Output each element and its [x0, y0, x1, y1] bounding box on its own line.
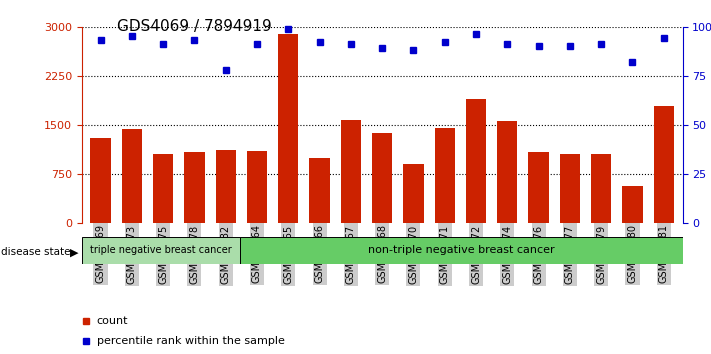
Bar: [591, 154, 611, 223]
Bar: [122, 129, 142, 223]
Text: GDS4069 / 7894919: GDS4069 / 7894919: [117, 19, 272, 34]
Bar: [240, 237, 683, 264]
Bar: [309, 158, 330, 223]
Text: count: count: [97, 315, 128, 326]
Bar: [247, 151, 267, 223]
Bar: [560, 154, 580, 223]
Bar: [215, 150, 236, 223]
Bar: [528, 152, 549, 223]
Bar: [153, 154, 173, 223]
Bar: [90, 138, 111, 223]
Bar: [466, 99, 486, 223]
Text: percentile rank within the sample: percentile rank within the sample: [97, 336, 284, 346]
Bar: [184, 152, 205, 223]
Text: non-triple negative breast cancer: non-triple negative breast cancer: [368, 245, 555, 256]
Text: triple negative breast cancer: triple negative breast cancer: [90, 245, 232, 256]
Bar: [653, 107, 674, 223]
Bar: [497, 121, 518, 223]
Bar: [434, 128, 455, 223]
Bar: [341, 120, 361, 223]
Text: ▶: ▶: [70, 247, 78, 257]
Text: disease state: disease state: [1, 247, 71, 257]
Bar: [82, 237, 240, 264]
Bar: [403, 164, 424, 223]
Bar: [622, 186, 643, 223]
Bar: [372, 133, 392, 223]
Bar: [278, 34, 299, 223]
